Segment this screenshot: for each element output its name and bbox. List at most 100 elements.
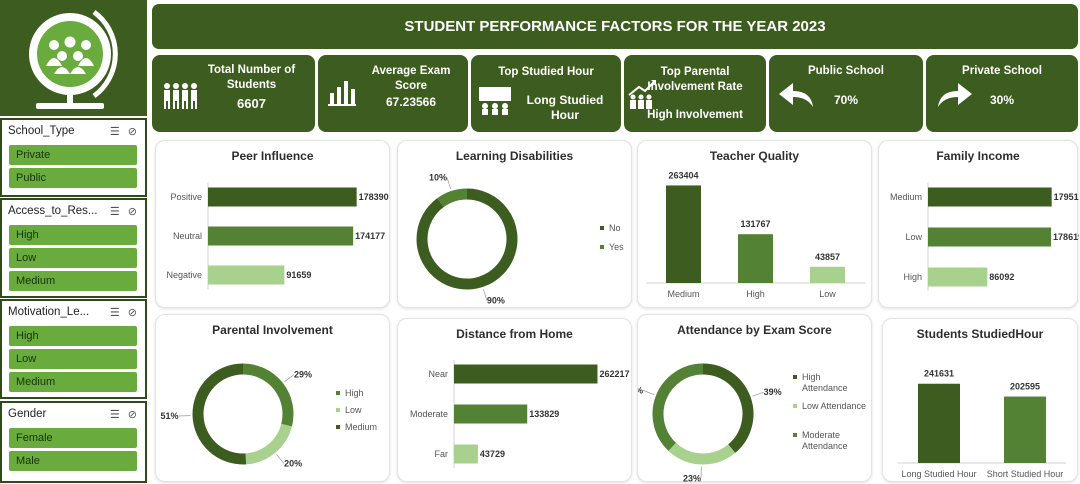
chart-title: Family Income (936, 149, 1020, 163)
distance-from-home-chart: Near 262217 Moderate 133829 Far 43729 (410, 360, 630, 468)
data-label: 86092 (989, 272, 1014, 282)
bar (208, 187, 357, 207)
parental-involvement-chart: 29% 20% 51% High Low Medium (161, 363, 377, 469)
arrow-left-curved-icon (779, 83, 813, 107)
card-parental-involvement: Parental Involvement 29% 20% 51% High Low Med… (155, 314, 390, 482)
slicer-item-high[interactable]: High (9, 326, 137, 346)
legend-swatch (793, 375, 797, 379)
data-label: 51% (161, 411, 179, 421)
bar (918, 383, 960, 463)
slicer-title: Motivation_Le... (8, 306, 90, 318)
legend-label: Attendance (802, 383, 848, 393)
kpi-value: 67.23566 (385, 95, 437, 109)
clear-filter-icon[interactable]: ⊘ (127, 205, 137, 218)
data-label: 38% (638, 385, 643, 395)
card-peer-influence: Peer Influence Positive 178390 Neutral 1741… (155, 140, 390, 308)
category-label: High (903, 272, 922, 282)
data-label: 202595 (1010, 382, 1040, 392)
slicer-item-public[interactable]: Public (9, 168, 137, 188)
bar (738, 234, 773, 283)
kpi-value: High Involvement (647, 109, 743, 121)
chart-title: Students StudiedHour (916, 327, 1044, 341)
slicer-title: School_Type (8, 125, 75, 137)
card-students-studied-hour: Students StudiedHour 241631 Long Studied … (882, 318, 1078, 482)
legend-swatch (793, 433, 797, 437)
bar (1004, 396, 1046, 463)
card-learning-disabilities: Learning Disabilities 90% 10% No Yes (397, 140, 632, 308)
multi-select-icon[interactable]: ☰ (109, 125, 120, 138)
bar-chart-icon (328, 81, 356, 106)
slicer-item-low[interactable]: Low (9, 349, 137, 369)
multi-select-icon[interactable]: ☰ (109, 306, 120, 319)
legend-label: High (802, 372, 821, 382)
chart-title: Peer Influence (231, 149, 314, 163)
legend-label: Medium (345, 422, 377, 432)
category-label: Positive (170, 192, 202, 202)
data-label: 263404 (668, 170, 698, 180)
kpi-value: Long Studied Hour (526, 93, 604, 122)
category-label: Short Studied Hour (987, 469, 1064, 479)
donut-slice (192, 363, 247, 465)
legend-label: Low (345, 405, 362, 415)
learning-disabilities-chart: 90% 10% No Yes (416, 173, 624, 305)
data-label: 179515 (1054, 192, 1079, 202)
chart-title: Distance from Home (456, 327, 573, 341)
slicer-item-medium[interactable]: Medium (9, 372, 137, 392)
leader-line (276, 454, 285, 464)
category-label: Near (428, 369, 448, 379)
slicer-item-male[interactable]: Male (9, 451, 137, 471)
data-label: 90% (487, 295, 505, 305)
donut-slice (652, 363, 704, 451)
slicer-item-medium[interactable]: Medium (9, 271, 137, 291)
clear-filter-icon[interactable]: ⊘ (127, 408, 137, 421)
leader-line (446, 177, 452, 190)
dashboard-title: STUDENT PERFORMANCE FACTORS FOR THE YEAR… (152, 4, 1078, 49)
slicer-gender: Gender ☰ ⊘ Female Male (0, 401, 147, 483)
arrow-right-curved-icon (938, 83, 972, 107)
clear-filter-icon[interactable]: ⊘ (127, 306, 137, 319)
slicer-item-low[interactable]: Low (9, 248, 137, 268)
data-label: 178619 (1053, 232, 1079, 242)
legend-label: Low Attendance (802, 401, 866, 411)
kpi-top-studied-hour: Top Studied Hour Long Studied Hour (471, 55, 621, 132)
multi-select-icon[interactable]: ☰ (109, 205, 120, 218)
data-label: 20% (284, 459, 302, 469)
kpi-label: Total Number of Students (207, 64, 296, 91)
slicer-access-to-resources: Access_to_Res... ☰ ⊘ High Low Medium (0, 198, 147, 298)
category-label: Low (905, 232, 922, 242)
bar (454, 404, 528, 424)
kpi-value: 70% (833, 93, 859, 107)
donut-slice (437, 188, 468, 208)
slicer-item-private[interactable]: Private (9, 145, 137, 165)
card-family-income: Family Income Medium 179515 Low 178619 High 8… (878, 140, 1080, 308)
teacher-quality-chart: 263404 Medium 131767 High 43857 Low (646, 170, 865, 299)
legend-label: High (345, 388, 364, 398)
kpi-public-school: Public School 70% (769, 55, 923, 132)
slicer-title: Access_to_Res... (8, 205, 98, 217)
data-label: 133829 (529, 409, 559, 419)
multi-select-icon[interactable]: ☰ (109, 408, 120, 421)
legend-swatch (336, 391, 340, 395)
card-teacher-quality: Teacher Quality 263404 Medium 131767 High 43… (637, 140, 872, 308)
students-group-icon (164, 83, 197, 109)
chart-title: Parental Involvement (212, 323, 333, 337)
category-label: High (746, 289, 765, 299)
clear-filter-icon[interactable]: ⊘ (127, 125, 137, 138)
legend-swatch (793, 404, 797, 408)
bar (928, 267, 988, 287)
bar (454, 364, 598, 384)
legend-label: Attendance (802, 441, 848, 451)
bar (928, 227, 1052, 247)
legend-label: Moderate (802, 430, 840, 440)
kpi-value: 30% (989, 93, 1015, 107)
data-label: 241631 (924, 369, 954, 379)
slicer-item-female[interactable]: Female (9, 428, 137, 448)
chart-title: Learning Disabilities (455, 149, 574, 163)
kpi-label: Top Parental Involvement Rate (647, 66, 743, 93)
legend-label: Yes (609, 242, 624, 252)
family-income-chart: Medium 179515 Low 178619 High 86092 (890, 183, 1080, 291)
slicer-item-high[interactable]: High (9, 225, 137, 245)
data-label: 262217 (599, 369, 629, 379)
data-label: 174177 (355, 231, 385, 241)
